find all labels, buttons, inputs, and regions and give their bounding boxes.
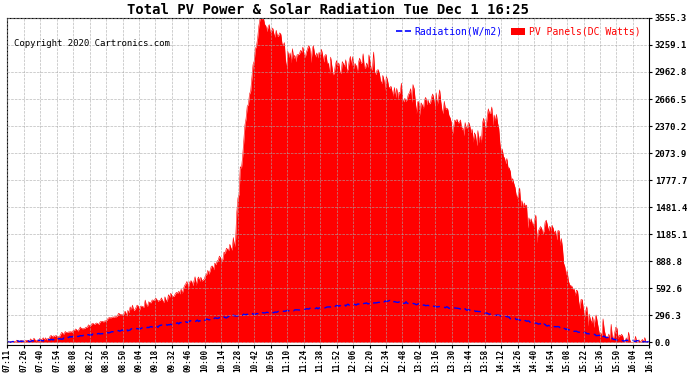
Title: Total PV Power & Solar Radiation Tue Dec 1 16:25: Total PV Power & Solar Radiation Tue Dec… — [128, 3, 529, 17]
Legend: Radiation(W/m2), PV Panels(DC Watts): Radiation(W/m2), PV Panels(DC Watts) — [393, 23, 644, 40]
Text: Copyright 2020 Cartronics.com: Copyright 2020 Cartronics.com — [14, 39, 170, 48]
